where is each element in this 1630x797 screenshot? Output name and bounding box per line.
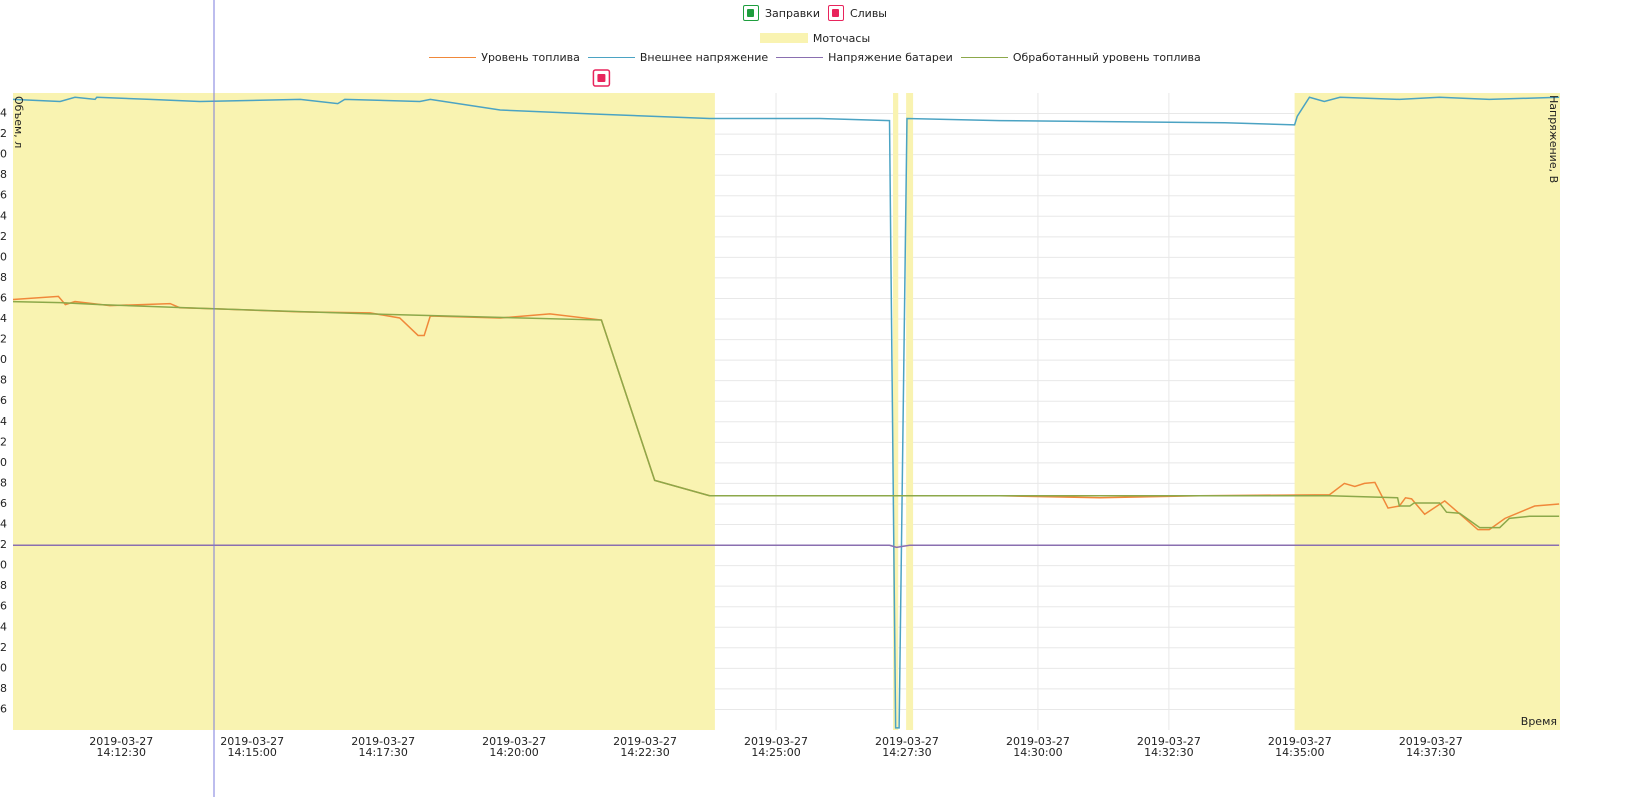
- legend-label: Моточасы: [812, 31, 871, 45]
- y-tick-label: 36: [0, 497, 7, 510]
- series-line: [13, 544, 1560, 549]
- y-tick-label: 28: [0, 579, 7, 592]
- x-axis-label: Время: [1521, 715, 1557, 728]
- legend-label: Сливы: [849, 6, 887, 20]
- y-tick-label: 44: [0, 415, 7, 428]
- x-tick-label: 2019-03-27 14:27:30: [875, 735, 939, 759]
- motohours-band: [13, 93, 715, 730]
- y-tick-label: 48: [0, 374, 7, 387]
- legend-item: Моточасы: [759, 31, 871, 45]
- x-tick-label: 2019-03-27 14:17:30: [351, 735, 416, 759]
- legend-label: Уровень топлива: [481, 50, 580, 64]
- y2-axis-label: Напряжение, В: [1547, 95, 1560, 183]
- legend-item: Обработанный уровень топлива: [960, 50, 1201, 64]
- y-tick-label: 60: [0, 250, 7, 263]
- x-tick-label: 2019-03-27 14:12:30: [89, 735, 154, 759]
- y-tick-label: 26: [0, 600, 7, 613]
- y-tick-label: 62: [0, 230, 7, 243]
- legend-item: Сливы: [827, 5, 887, 21]
- series-line: [12, 96, 1560, 729]
- y-tick-label: 38: [0, 476, 7, 489]
- legend-swatch: [960, 56, 1008, 58]
- legend-swatch: [759, 33, 808, 43]
- axis-text: Объем, л Напряжение, В Время 16 18 20 22 24 2…: [0, 95, 1560, 728]
- y-tick-label: 30: [0, 559, 7, 572]
- y-tick-label: 22: [0, 641, 7, 654]
- legend-label: Заправки: [764, 6, 820, 20]
- legend-swatch: [776, 56, 824, 58]
- series-line: [12, 300, 1560, 529]
- y-tick-label: 16: [0, 702, 7, 715]
- x-tick-label: 2019-03-27 14:22:30: [613, 735, 678, 759]
- legend-icon: [742, 5, 759, 21]
- y-tick-label: 66: [0, 189, 7, 202]
- y-tick-label: 70: [0, 148, 7, 161]
- legend-series: Уровень топлива Внешнее напряжение Напряже…: [0, 49, 1630, 65]
- y-axis-label: Объем, л: [12, 96, 25, 148]
- motohours-band: [1294, 93, 1560, 730]
- y-tick-label: 64: [0, 209, 7, 222]
- legend-item: Заправки: [742, 5, 820, 21]
- event-marker-icon: [597, 74, 606, 82]
- x-tick-label: 2019-03-27 14:15:00: [220, 735, 285, 759]
- y-tick-label: 32: [0, 538, 7, 551]
- y-tick-label: 68: [0, 168, 7, 181]
- y-tick-label: 50: [0, 353, 7, 366]
- x-tick-label: 2019-03-27 14:25:00: [744, 735, 808, 759]
- y-tick-label: 72: [0, 127, 7, 140]
- x-tick-label: 2019-03-27 14:32:30: [1136, 735, 1201, 759]
- legend-item: Уровень топлива: [429, 51, 580, 64]
- x-tick-label: 2019-03-27 14:30:00: [1005, 735, 1070, 759]
- legend-bands: Моточасы: [0, 30, 1630, 46]
- y-tick-label: 74: [0, 107, 7, 120]
- legend-item: Внешнее напряжение: [587, 50, 769, 64]
- y-tick-label: 52: [0, 333, 7, 346]
- y-tick-label: 54: [0, 312, 7, 325]
- y-tick-label: 18: [0, 682, 7, 695]
- y-tick-label: 34: [0, 518, 7, 531]
- legend-label: Внешнее напряжение: [639, 50, 769, 64]
- legend-icon: [827, 5, 844, 21]
- y-tick-label: 42: [0, 435, 7, 448]
- x-tick-label: 2019-03-27 14:20:00: [482, 735, 547, 759]
- legend-label: Напряжение батареи: [828, 50, 953, 64]
- legend-swatch: [587, 56, 635, 58]
- motohours-band: [893, 93, 899, 730]
- legend-item: Напряжение батареи: [776, 51, 953, 64]
- legend-events: Заправки Сливы: [0, 4, 1630, 22]
- legend-swatch: [429, 56, 477, 58]
- motohours-band: [906, 93, 914, 730]
- y-tick-label: 20: [0, 661, 7, 674]
- event-marker: [592, 69, 611, 87]
- x-tick-label: 2019-03-27 14:37:30: [1398, 735, 1463, 759]
- y-tick-label: 24: [0, 620, 7, 633]
- lines: [12, 96, 1560, 729]
- bands: [13, 93, 1560, 730]
- legend-label: Обработанный уровень топлива: [1012, 50, 1201, 64]
- y-tick-label: 56: [0, 291, 7, 304]
- y-tick-label: 58: [0, 271, 7, 284]
- y-tick-label: 40: [0, 456, 7, 469]
- y-tick-label: 46: [0, 394, 7, 407]
- x-tick-label: 2019-03-27 14:35:00: [1267, 735, 1332, 759]
